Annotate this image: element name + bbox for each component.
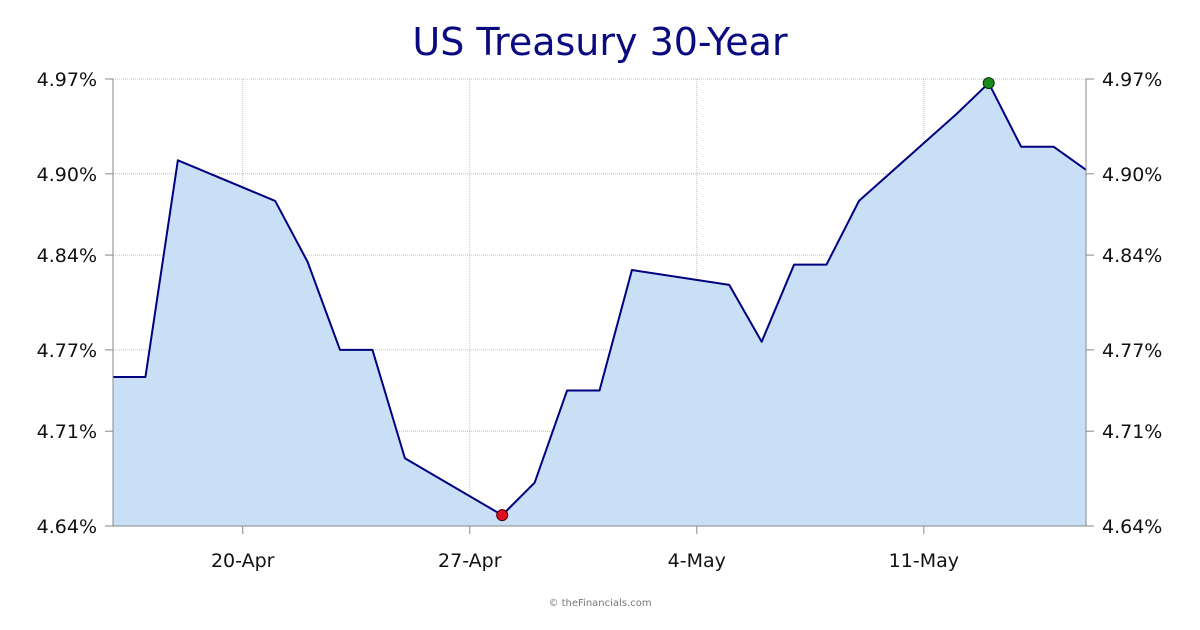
x-tick-label: 27-Apr bbox=[438, 550, 502, 572]
y-tick-label-left: 4.71% bbox=[37, 421, 97, 443]
x-tick-label: 4-May bbox=[668, 550, 726, 572]
y-tick-label-right: 4.90% bbox=[1102, 164, 1162, 186]
y-tick-label-right: 4.64% bbox=[1102, 516, 1162, 538]
x-tick-label: 20-Apr bbox=[211, 550, 275, 572]
y-tick-label-right: 4.97% bbox=[1102, 69, 1162, 91]
x-tick-label: 11-May bbox=[889, 550, 959, 572]
y-tick-label-left: 4.77% bbox=[37, 340, 97, 362]
label-layer: 4.64% 4.64% 4.71% 4.71% 4.77% 4.77% 4.84% 4.84%… bbox=[37, 69, 1163, 572]
chart-title: US Treasury 30-Year bbox=[412, 20, 788, 64]
y-tick-label-left: 4.90% bbox=[37, 164, 97, 186]
y-tick-label-right: 4.77% bbox=[1102, 340, 1162, 362]
max-marker bbox=[982, 77, 995, 90]
y-tick-label-right: 4.71% bbox=[1102, 421, 1162, 443]
min-marker bbox=[496, 509, 509, 522]
marker-layer bbox=[496, 77, 995, 522]
y-tick-label-right: 4.84% bbox=[1102, 245, 1162, 267]
axis-layer bbox=[105, 78, 1094, 534]
credit-text: © theFinancials.com bbox=[548, 598, 652, 609]
area-layer bbox=[113, 82, 1087, 527]
series-area-fill bbox=[113, 83, 1086, 527]
y-tick-label-left: 4.64% bbox=[37, 516, 97, 538]
y-tick-label-left: 4.84% bbox=[37, 245, 97, 267]
series-line bbox=[113, 82, 1087, 517]
y-tick-label-left: 4.97% bbox=[37, 69, 97, 91]
